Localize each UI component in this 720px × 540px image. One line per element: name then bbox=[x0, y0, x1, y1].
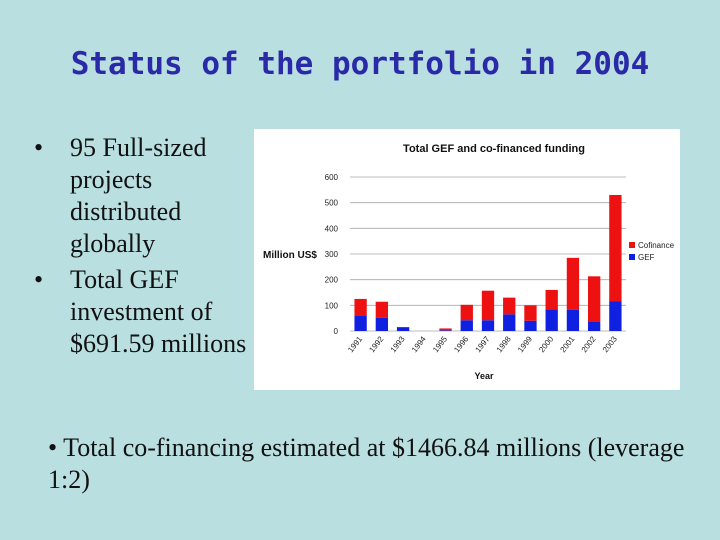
legend-swatch-cofinance bbox=[629, 242, 635, 248]
x-tick-label: 1993 bbox=[389, 334, 407, 354]
bar-gef-2003 bbox=[609, 301, 622, 331]
bar-gef-1993 bbox=[396, 327, 410, 331]
grid-lines bbox=[350, 176, 626, 332]
bullet-dot: • bbox=[48, 433, 58, 462]
x-axis-label: Year bbox=[474, 371, 494, 381]
bullet-text: Total co-financing estimated at $1466.84… bbox=[48, 433, 685, 494]
legend-label-gef: GEF bbox=[638, 253, 655, 262]
bullet-dot: • bbox=[34, 265, 44, 294]
bar-cofinance-1999 bbox=[524, 305, 537, 321]
y-axis-label: Million US$ bbox=[263, 250, 317, 261]
legend-label-cofinance: Cofinance bbox=[638, 241, 675, 250]
y-tick-label: 500 bbox=[325, 199, 339, 208]
bar-gef-1999 bbox=[524, 320, 537, 331]
y-tick-label: 400 bbox=[325, 224, 339, 233]
x-tick-label: 1996 bbox=[452, 334, 470, 354]
bar-cofinance-1997 bbox=[481, 290, 495, 321]
x-tick-label: 2002 bbox=[580, 334, 598, 354]
x-tick-label: 1997 bbox=[474, 334, 492, 354]
bar-cofinance-2001 bbox=[566, 257, 580, 310]
funding-chart: Total GEF and co-financed funding Millio… bbox=[263, 143, 675, 381]
bars bbox=[354, 194, 622, 331]
bar-gef-1998 bbox=[503, 314, 516, 331]
legend-swatch-gef bbox=[629, 254, 635, 260]
chart-panel: Total GEF and co-financed funding Millio… bbox=[254, 129, 680, 390]
bar-gef-1996 bbox=[460, 320, 473, 331]
x-tick-label: 1991 bbox=[346, 334, 364, 354]
bar-cofinance-1992 bbox=[375, 301, 389, 318]
bullet-dot: • bbox=[34, 133, 44, 162]
bar-gef-2000 bbox=[545, 309, 558, 331]
bar-cofinance-1995 bbox=[439, 328, 452, 331]
bar-cofinance-1996 bbox=[460, 304, 473, 321]
chart-title: Total GEF and co-financed funding bbox=[403, 143, 585, 155]
x-tick-label: 1998 bbox=[495, 334, 513, 354]
bar-cofinance-1998 bbox=[503, 297, 516, 315]
bullet-text: 95 Full-sized projects distributed globa… bbox=[70, 133, 207, 258]
y-tick-label: 600 bbox=[325, 173, 339, 182]
bar-gef-2001 bbox=[566, 309, 580, 331]
x-tick-label: 2000 bbox=[537, 334, 555, 354]
x-tick-label: 1995 bbox=[431, 334, 449, 354]
bar-gef-1991 bbox=[354, 315, 367, 331]
y-tick-label: 0 bbox=[334, 327, 339, 336]
bar-cofinance-2002 bbox=[587, 276, 601, 322]
x-tick-label: 2003 bbox=[601, 334, 619, 354]
y-tick-label: 100 bbox=[325, 301, 339, 310]
bar-cofinance-1991 bbox=[354, 298, 367, 316]
bar-cofinance-2000 bbox=[545, 289, 558, 310]
bullet-text: Total GEF investment of $691.59 millions bbox=[70, 265, 247, 358]
bullet-item-investment: • Total GEF investment of $691.59 millio… bbox=[28, 264, 248, 360]
slide-title: Status of the portfolio in 2004 bbox=[70, 46, 650, 82]
y-tick-label: 300 bbox=[325, 250, 339, 259]
bullet-item-projects: • 95 Full-sized projects distributed glo… bbox=[28, 132, 248, 260]
bar-cofinance-2003 bbox=[609, 194, 622, 302]
bullet-list: • 95 Full-sized projects distributed glo… bbox=[28, 132, 248, 364]
legend: Cofinance GEF bbox=[629, 241, 675, 262]
x-tick-label: 1994 bbox=[410, 334, 428, 354]
footer-bullet: • Total co-financing estimated at $1466.… bbox=[48, 432, 708, 496]
bar-gef-1995 bbox=[439, 330, 452, 331]
bar-gef-1997 bbox=[481, 320, 495, 331]
x-tick-label: 2001 bbox=[558, 334, 576, 354]
x-tick-label: 1992 bbox=[367, 334, 385, 354]
bar-gef-1992 bbox=[375, 317, 389, 331]
x-tick-label: 1999 bbox=[516, 334, 534, 354]
y-tick-label: 200 bbox=[325, 276, 339, 285]
bar-gef-2002 bbox=[587, 321, 601, 331]
